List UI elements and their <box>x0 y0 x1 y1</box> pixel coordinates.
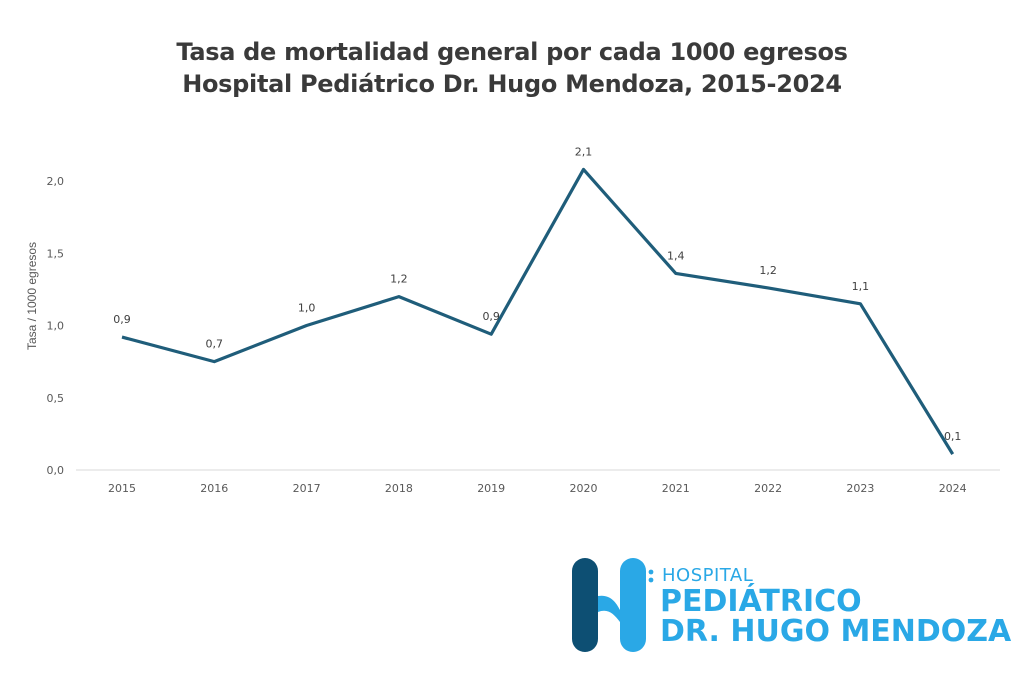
x-tick-label: 2015 <box>108 482 136 495</box>
chart-subtitle: Hospital Pediátrico Dr. Hugo Mendoza, 20… <box>182 70 842 98</box>
data-label: 2,1 <box>575 145 593 158</box>
series-line <box>121 167 955 455</box>
y-axis-label: Tasa / 1000 egresos <box>25 242 39 350</box>
line-chart: 0,0 0,5 1,0 1,5 2,0 2015 2016 2017 2018 2019 2020… <box>25 145 1000 495</box>
data-label: 0,9 <box>482 310 500 323</box>
x-axis-ticks: 2015 2016 2017 2018 2019 2020 2021 2022 2023 2024 <box>108 482 967 495</box>
y-tick-label: 0,0 <box>47 464 65 477</box>
data-label: 1,2 <box>759 264 777 277</box>
data-label: 1,2 <box>390 273 408 286</box>
data-labels: 0,9 0,7 1,0 1,2 0,9 2,1 1,4 1,2 1,1 0,1 <box>113 145 961 443</box>
x-tick-label: 2016 <box>200 482 228 495</box>
x-tick-label: 2019 <box>477 482 505 495</box>
data-label: 0,7 <box>206 338 224 351</box>
chart-title: Tasa de mortalidad general por cada 1000… <box>176 38 848 66</box>
data-label: 0,1 <box>944 430 962 443</box>
logo-text-hospital: HOSPITAL <box>662 565 754 586</box>
logo-text-pediatrico: PEDIÁTRICO <box>660 584 862 619</box>
y-tick-label: 1,5 <box>47 247 65 260</box>
x-tick-label: 2020 <box>570 482 598 495</box>
data-label: 1,1 <box>852 280 870 293</box>
y-tick-label: 1,0 <box>47 320 65 333</box>
y-axis-ticks: 0,0 0,5 1,0 1,5 2,0 <box>47 175 65 477</box>
x-tick-label: 2018 <box>385 482 413 495</box>
x-tick-label: 2024 <box>939 482 967 495</box>
y-tick-label: 2,0 <box>47 175 65 188</box>
x-tick-label: 2017 <box>293 482 321 495</box>
x-tick-label: 2022 <box>754 482 782 495</box>
data-label: 1,4 <box>667 249 685 262</box>
x-tick-label: 2023 <box>846 482 874 495</box>
hospital-logo-icon <box>572 558 654 652</box>
logo-text-dr-hugo-mendoza: DR. HUGO MENDOZA <box>660 614 1012 649</box>
data-label: 1,0 <box>298 302 316 315</box>
x-tick-label: 2021 <box>662 482 690 495</box>
y-tick-label: 0,5 <box>47 392 65 405</box>
data-label: 0,9 <box>113 313 131 326</box>
